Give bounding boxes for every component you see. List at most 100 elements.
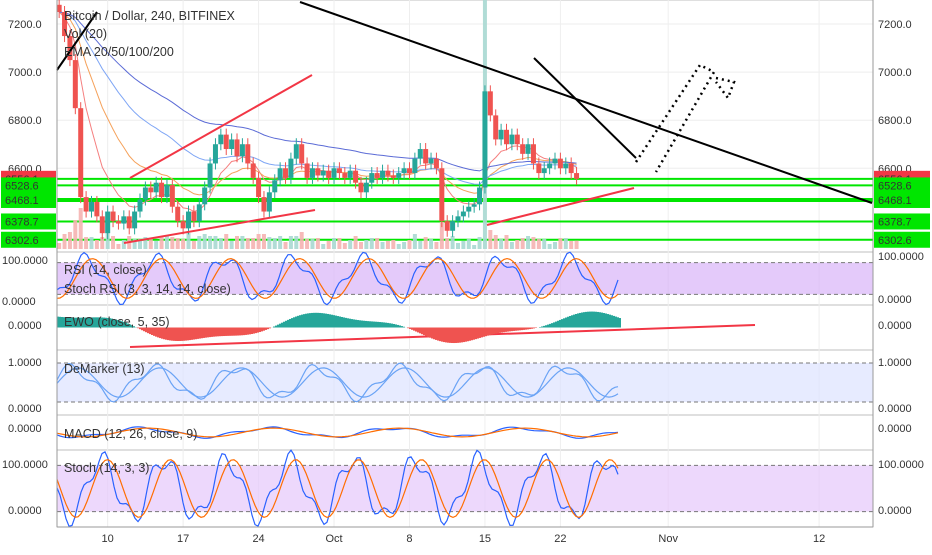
ewo-bar [407,328,409,329]
ewo-bar [433,328,435,340]
candle-body [536,163,541,173]
candle-body [563,163,568,168]
ewo-bar [589,312,591,328]
volume-bar [160,237,164,249]
volume-bar [208,236,212,249]
ewo-bar [527,328,529,330]
ewo-bar [457,328,459,343]
ewo-bar [343,317,345,327]
candle-body [466,207,471,212]
volume-bar [569,241,573,249]
demarker-axis-bottom-left: 0.0000 [8,403,42,415]
volume-bar [149,238,153,249]
volume-bar [240,236,244,249]
volume-bar [343,243,347,249]
ewo-bar [349,319,351,328]
volume-bar [478,237,482,249]
ewo-bar [395,324,397,327]
volume-bar [305,239,309,249]
candle-body [138,200,143,212]
candle-body [558,159,563,169]
ewo-bar [543,326,545,328]
ewo-bar [345,318,347,328]
ewo-bar [369,321,371,327]
ewo-bar [605,314,607,328]
ewo-bar [269,328,271,329]
price-badge-left-text: 6468.1 [5,195,39,207]
ewo-bar [583,312,585,327]
ewo-bar [441,328,443,342]
ewo-bar [415,328,417,332]
ewo-bar [581,313,583,328]
candle-body [455,216,460,221]
candle-body [186,212,191,229]
ewo-bar [431,328,433,339]
ewo-bar [353,319,355,327]
volume-bar [197,236,201,249]
volume-bar [510,242,514,249]
volume-bar [537,239,541,249]
candle-body [337,168,342,173]
candle-body [380,171,385,178]
volume-bar [407,240,411,249]
ewo-bar [525,328,527,330]
candle-body [121,216,126,223]
ewo-bar [383,322,385,327]
ewo-label: EWO (close, 5, 35) [64,315,170,329]
candle-body [283,168,288,178]
volume-bar [418,241,422,249]
volume-bar [68,232,72,249]
ewo-bar [615,317,617,328]
volume-bar [505,235,509,249]
ewo-bar [189,328,191,341]
ewo-bar [355,320,357,328]
candle-body [547,163,552,168]
candle-body [224,135,229,149]
ewo-bar [505,328,507,332]
candle-body [326,171,331,178]
ewo-bar [267,328,269,330]
candle-body [342,173,347,178]
volume-bar [278,236,282,249]
stoch-axis-top-right: 100.0000 [878,459,924,471]
x-tick-label: 8 [406,533,412,545]
ewo-bar [333,315,335,327]
ewo-bar [341,317,343,328]
candle-body [256,178,261,197]
ewo-bar [321,313,323,327]
ewo-bar [163,328,165,340]
ewo-bar [247,328,249,335]
candle-body [111,212,116,222]
volume-bar [300,232,304,249]
ewo-bar [375,322,377,328]
ewo-bar [435,328,437,340]
ewo-bar [207,328,209,338]
candle-body [235,139,240,156]
ewo-bar [401,326,403,327]
rsi-axis-top-left: 100.0000 [2,255,48,267]
ewo-bar [619,318,621,327]
chart-title: Bitcoin / Dollar, 240, BITFINEX [64,9,236,23]
price-tick-right: 7200.0 [878,19,912,31]
ewo-bar [475,328,477,340]
ewo-bar [299,315,301,327]
ewo-bar [569,316,571,328]
volume-bar [526,236,530,249]
ewo-bar [417,328,419,333]
ewo-bar [203,328,205,338]
volume-bar [273,238,277,249]
ewo-bar [359,320,361,327]
ewo-bar [509,328,511,332]
ewo-bar [421,328,423,335]
volume-bar [391,240,395,249]
price-tick-right: 7000.0 [878,67,912,79]
ewo-bar [193,328,195,340]
volume-bar [79,208,83,249]
candle-body [164,185,169,197]
ewo-bar [493,328,495,335]
volume-bar [63,234,67,249]
demarker-axis-top-left: 1.0000 [8,357,42,369]
ewo-bar [387,323,389,328]
ewo-bar [553,322,555,327]
stoch-axis-bottom-left: 0.0000 [8,505,42,517]
